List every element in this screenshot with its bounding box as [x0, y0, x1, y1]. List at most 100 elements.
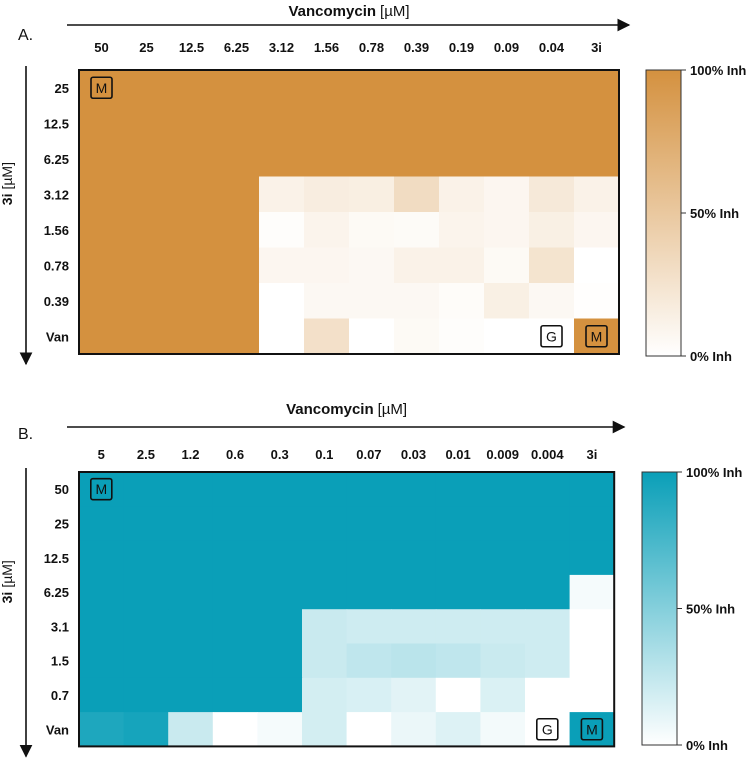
heatmap-panel-b: B.Vancomycin [µM]5 2.5 1.2 0.6 0.3 0.1 0.07 0.03…	[0, 401, 742, 758]
heatmap-cell	[529, 283, 575, 320]
x-tick-label: 12.5	[179, 40, 204, 55]
heatmap-cell	[349, 105, 395, 142]
marker-label: M	[591, 328, 603, 344]
heatmap-cell	[435, 609, 481, 645]
heatmap-cell	[569, 677, 615, 713]
heatmap-cell	[302, 574, 348, 610]
heatmap-cell	[302, 643, 348, 679]
heatmap-cell	[79, 247, 125, 284]
heatmap-cell	[259, 105, 305, 142]
heatmap-cell	[257, 712, 303, 747]
heatmap-cell	[168, 506, 214, 542]
heatmap-cell	[79, 283, 125, 320]
heatmap-cell	[435, 643, 481, 679]
heatmap-cell	[212, 677, 258, 713]
heatmap-cell	[349, 141, 395, 178]
heatmap-cell	[391, 677, 437, 713]
heatmap-cell	[168, 540, 214, 576]
heatmap-cell	[529, 141, 575, 178]
heatmap-border	[78, 471, 616, 748]
heatmap-cell	[480, 540, 526, 576]
heatmap-cell	[169, 212, 215, 249]
heatmap-cell	[259, 212, 305, 249]
x-tick-label: 2.5	[137, 447, 155, 462]
heatmap-cell	[123, 506, 169, 542]
heatmap-cell	[169, 283, 215, 320]
heatmap-cell	[525, 472, 571, 507]
heatmap-cell	[569, 472, 615, 507]
marker-label: G	[546, 328, 557, 344]
heatmap-cell	[574, 70, 620, 107]
y-tick-label: 50	[55, 482, 69, 497]
y-tick-label: 25	[55, 81, 69, 96]
heatmap-cell	[439, 141, 485, 178]
heatmap-cell	[257, 677, 303, 713]
heatmap-cell	[259, 247, 305, 284]
heatmap-cell	[212, 506, 258, 542]
heatmap-cell	[123, 472, 169, 507]
heatmap-cell	[346, 712, 392, 747]
marker-label: M	[95, 481, 107, 497]
x-tick-label: 1.56	[314, 40, 339, 55]
heatmap-cell	[168, 609, 214, 645]
heatmap-cell	[212, 574, 258, 610]
heatmap-cell	[304, 70, 350, 107]
heatmap-cell	[480, 609, 526, 645]
heatmap-cell	[346, 472, 392, 507]
heatmap-cell	[214, 70, 260, 107]
heatmap-cell	[214, 318, 260, 355]
heatmap-cell	[123, 712, 169, 747]
heatmap-cell	[214, 247, 260, 284]
heatmap-cell	[435, 472, 481, 507]
heatmap-cell	[304, 212, 350, 249]
heatmap-cell	[349, 283, 395, 320]
y-axis-unit: [µM]	[0, 162, 15, 190]
heatmap-cell	[391, 574, 437, 610]
heatmap-cell	[123, 643, 169, 679]
y-tick-label: 3.12	[44, 187, 69, 202]
heatmap-cell	[124, 318, 170, 355]
heatmap-cell	[574, 141, 620, 178]
heatmap-cell	[259, 283, 305, 320]
y-tick-label: 25	[55, 516, 69, 531]
heatmap-cell	[124, 105, 170, 142]
heatmap-cell	[391, 712, 437, 747]
heatmap-cell	[391, 643, 437, 679]
x-tick-label: 3i	[591, 40, 602, 55]
heatmap-cell	[569, 643, 615, 679]
heatmap-cell	[529, 212, 575, 249]
x-tick-label: 6.25	[224, 40, 249, 55]
heatmap-cell	[257, 609, 303, 645]
heatmap-cell	[480, 643, 526, 679]
heatmap-cell	[169, 247, 215, 284]
heatmap-cell	[214, 141, 260, 178]
heatmap-cell	[302, 677, 348, 713]
heatmap-cell	[212, 609, 258, 645]
heatmap-cell	[302, 472, 348, 507]
x-tick-label: 0.09	[494, 40, 519, 55]
heatmap-cell	[302, 712, 348, 747]
heatmap-cell	[257, 574, 303, 610]
heatmap-cell	[124, 141, 170, 178]
colorbar	[641, 471, 678, 746]
heatmap-cell	[484, 70, 530, 107]
heatmap-cell	[169, 141, 215, 178]
heatmap-cell	[574, 105, 620, 142]
heatmap-cell	[168, 677, 214, 713]
heatmap-cell	[346, 609, 392, 645]
heatmap-cell	[394, 141, 440, 178]
colorbar-label: 50% Inh	[686, 602, 735, 617]
heatmap-cell	[349, 176, 395, 213]
y-tick-label: 12.5	[44, 551, 69, 566]
heatmap-cell	[214, 176, 260, 213]
heatmap-cell	[439, 247, 485, 284]
panel-label: A.	[18, 27, 33, 44]
heatmap-cell	[123, 574, 169, 610]
heatmap-cell	[484, 176, 530, 213]
heatmap-cell	[123, 609, 169, 645]
y-axis-name: 3i	[0, 592, 15, 604]
heatmap-cell	[257, 472, 303, 507]
heatmap-cell	[439, 212, 485, 249]
y-tick-label: 1.5	[51, 654, 69, 669]
colorbar-label: 0% Inh	[690, 349, 732, 364]
